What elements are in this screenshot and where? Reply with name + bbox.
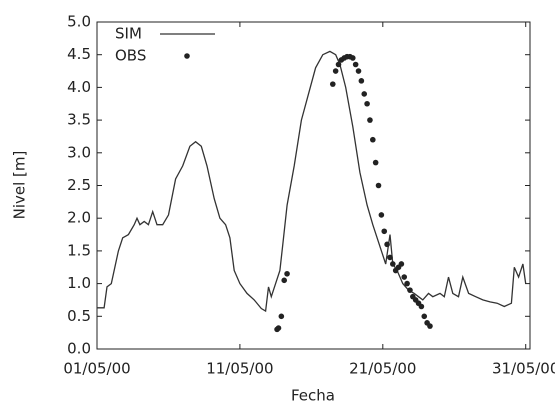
x-tick-label: 31/05/00: [492, 360, 555, 378]
obs-point: [381, 228, 388, 235]
legend-label: OBS: [115, 47, 146, 65]
obs-point: [387, 254, 393, 261]
obs-point: [361, 91, 368, 97]
y-tick-label: 1.5: [67, 241, 91, 259]
obs-point: [407, 287, 413, 293]
y-tick-label: 3.0: [67, 143, 91, 161]
y-axis-label: Nivel [m]: [11, 151, 29, 220]
y-tick-label: 3.5: [67, 111, 91, 129]
y-tick-label: 4.5: [67, 45, 91, 63]
obs-point: [372, 159, 379, 166]
x-axis-label: Fecha: [291, 387, 335, 403]
obs-point: [281, 277, 288, 284]
y-tick-label: 0.0: [67, 340, 91, 358]
obs-point: [421, 313, 428, 320]
obs-point: [349, 55, 356, 61]
x-tick-label: 21/05/00: [349, 360, 416, 378]
obs-point: [404, 280, 410, 287]
obs-point: [370, 136, 376, 143]
y-tick-label: 2.5: [67, 176, 91, 194]
obs-point: [358, 78, 365, 84]
obs-point: [332, 68, 339, 74]
obs-point: [384, 241, 390, 248]
obs-point: [390, 261, 396, 267]
y-tick-label: 2.0: [67, 209, 91, 227]
obs-point: [418, 303, 425, 310]
y-tick-label: 5.0: [67, 13, 91, 31]
legend-label: SIM: [115, 25, 142, 43]
obs-point: [398, 261, 405, 267]
legend-marker: [184, 53, 190, 59]
sim-line: [97, 50, 527, 313]
y-tick-label: 4.0: [67, 78, 91, 96]
obs-point: [378, 212, 385, 218]
obs-point: [364, 100, 370, 107]
plot-frame: [96, 21, 531, 350]
obs-point: [355, 68, 362, 74]
obs-point: [401, 274, 408, 280]
obs-point: [278, 313, 285, 320]
y-tick-label: 0.5: [67, 307, 91, 325]
obs-point: [367, 117, 373, 123]
obs-point: [427, 323, 433, 329]
y-tick-label: 1.0: [67, 274, 91, 292]
x-tick-label: 01/05/00: [63, 360, 130, 378]
x-tick-label: 11/05/00: [206, 360, 273, 378]
obs-point: [375, 182, 382, 189]
obs-point: [335, 61, 342, 68]
obs-point: [329, 81, 336, 87]
obs-point: [352, 61, 359, 68]
obs-point: [275, 325, 282, 331]
obs-point: [284, 270, 290, 277]
